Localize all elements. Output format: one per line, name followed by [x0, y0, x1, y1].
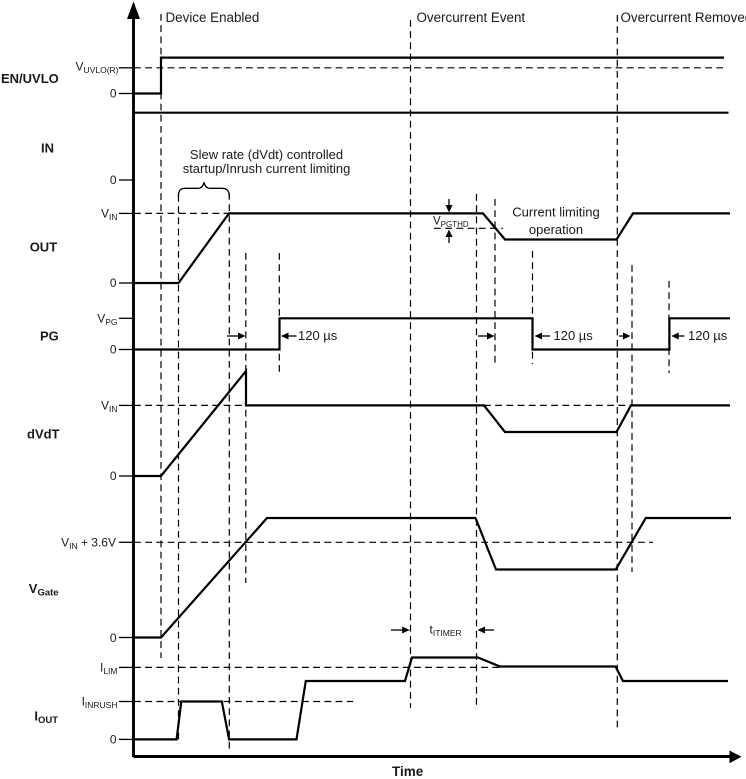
svg-text:IN: IN — [41, 141, 54, 156]
svg-text:0: 0 — [110, 87, 117, 101]
svg-text:0: 0 — [110, 733, 117, 747]
svg-text:0: 0 — [110, 631, 117, 645]
svg-text:Current limiting: Current limiting — [512, 205, 599, 220]
svg-text:0: 0 — [110, 469, 117, 483]
svg-text:OUT: OUT — [30, 240, 58, 255]
svg-text:0: 0 — [110, 276, 117, 290]
svg-text:Overcurrent Removed: Overcurrent Removed — [621, 10, 746, 25]
svg-text:0: 0 — [110, 343, 117, 357]
svg-text:120 µs: 120 µs — [298, 328, 338, 343]
svg-text:dVdT: dVdT — [27, 427, 60, 442]
svg-text:Slew rate (dVdt) controlled: Slew rate (dVdt) controlled — [190, 147, 343, 162]
svg-text:120 µs: 120 µs — [688, 328, 728, 343]
svg-text:PG: PG — [40, 329, 59, 344]
svg-text:120 µs: 120 µs — [554, 328, 594, 343]
svg-text:operation: operation — [529, 222, 583, 237]
svg-text:Overcurrent Event: Overcurrent Event — [417, 10, 526, 25]
svg-text:Time: Time — [392, 764, 424, 779]
svg-text:0: 0 — [110, 173, 117, 187]
svg-text:startup/Inrush current limitin: startup/Inrush current limiting — [183, 161, 351, 176]
svg-text:EN/UVLO: EN/UVLO — [1, 71, 59, 86]
svg-text:Device Enabled: Device Enabled — [166, 10, 260, 25]
